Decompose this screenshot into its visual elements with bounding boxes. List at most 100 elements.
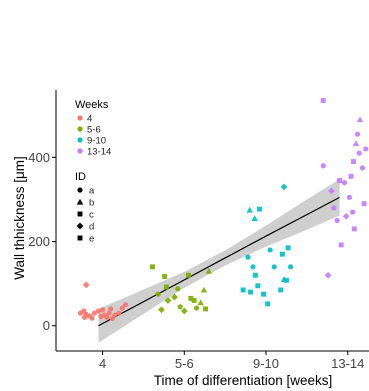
data-point-5-6-12 bbox=[193, 305, 200, 311]
data-point-9-10-13 bbox=[278, 287, 284, 293]
data-point-5-6-15 bbox=[203, 306, 209, 312]
data-point-13-14-8 bbox=[341, 180, 348, 186]
data-point-5-6-16 bbox=[205, 267, 213, 274]
x-tick-label-4: 4 bbox=[99, 356, 106, 371]
data-point-9-10-19 bbox=[280, 183, 288, 191]
data-point-4-6 bbox=[82, 281, 90, 289]
data-point-5-6-9 bbox=[185, 272, 191, 278]
legend-id-key-e bbox=[77, 235, 83, 241]
legend-id-label-c: c bbox=[89, 209, 94, 220]
data-point-13-14-20 bbox=[363, 146, 369, 152]
x-axis-ticks: 4 5-6 9-10 13-14 bbox=[99, 351, 364, 371]
data-point-9-10-0 bbox=[246, 206, 253, 213]
data-point-9-10-14 bbox=[279, 251, 285, 257]
legend-weeks-key-9-10 bbox=[77, 137, 83, 143]
x-axis-title: Time of differentiation [weeks] bbox=[154, 373, 333, 388]
data-point-4-14 bbox=[112, 312, 118, 318]
legend-id-label-e: e bbox=[89, 233, 94, 244]
data-point-13-14-13 bbox=[351, 226, 357, 232]
data-point-4-18 bbox=[108, 306, 114, 312]
data-point-9-10-9 bbox=[261, 291, 267, 297]
data-points bbox=[77, 98, 369, 322]
legend-weeks-label-5-6: 5-6 bbox=[87, 124, 101, 135]
x-tick-label-9-10: 9-10 bbox=[253, 356, 279, 371]
data-point-13-14-7 bbox=[338, 242, 344, 248]
data-point-13-14-1 bbox=[320, 163, 326, 169]
y-axis-ticks: 0 200 400 bbox=[28, 150, 56, 333]
data-point-13-14-11 bbox=[348, 173, 354, 179]
legend-id-label-d: d bbox=[89, 221, 94, 232]
data-point-4-11 bbox=[104, 314, 110, 320]
data-point-9-10-11 bbox=[267, 247, 273, 253]
data-point-13-14-19 bbox=[361, 201, 367, 207]
data-point-13-14-3 bbox=[328, 187, 335, 195]
data-point-13-14-5 bbox=[334, 217, 340, 224]
data-point-9-10-5 bbox=[252, 272, 258, 278]
legend-id-key-b bbox=[76, 198, 84, 205]
y-tick-label-400: 400 bbox=[28, 150, 50, 165]
legend-weeks-key-13-14 bbox=[77, 148, 83, 154]
legend-id-label-b: b bbox=[89, 197, 94, 208]
data-point-13-14-15 bbox=[354, 131, 361, 137]
data-point-4-16 bbox=[119, 305, 125, 311]
data-point-4-12 bbox=[106, 310, 112, 316]
data-point-13-14-4 bbox=[331, 205, 337, 211]
data-point-13-14-0 bbox=[320, 98, 326, 103]
data-point-5-6-8 bbox=[180, 307, 188, 315]
data-point-5-6-6 bbox=[175, 286, 181, 292]
y-tick-label-0: 0 bbox=[43, 318, 50, 333]
legend-weeks-title: Weeks bbox=[75, 99, 109, 111]
data-point-4-19 bbox=[98, 313, 104, 320]
legend-id-key-c bbox=[77, 211, 83, 217]
regression-line bbox=[98, 196, 340, 327]
data-point-5-6-7 bbox=[177, 304, 183, 310]
data-point-9-10-6 bbox=[240, 287, 246, 293]
legend-weeks-label-13-14: 13-14 bbox=[87, 146, 111, 157]
data-point-13-14-16 bbox=[356, 150, 362, 156]
data-point-13-14-9 bbox=[342, 212, 350, 220]
data-point-9-10-4 bbox=[250, 264, 256, 270]
data-point-13-14-10 bbox=[346, 194, 352, 200]
x-tick-label-13-14: 13-14 bbox=[331, 356, 364, 371]
data-point-9-10-1 bbox=[251, 215, 258, 221]
data-point-9-10-12 bbox=[271, 264, 277, 270]
data-point-5-6-10 bbox=[188, 295, 194, 301]
data-point-5-6-2 bbox=[158, 306, 165, 314]
data-point-4-5 bbox=[82, 314, 88, 320]
data-point-4-4 bbox=[89, 315, 95, 321]
data-point-4-17 bbox=[122, 302, 129, 308]
data-point-9-10-17 bbox=[285, 245, 291, 251]
data-point-13-14-14 bbox=[352, 140, 360, 147]
data-point-13-14-17 bbox=[356, 116, 364, 123]
legend-id-title: ID bbox=[75, 171, 86, 183]
data-point-5-6-13 bbox=[197, 299, 204, 306]
y-tick-label-200: 200 bbox=[28, 234, 50, 249]
data-point-5-6-11 bbox=[191, 298, 197, 303]
legend-weeks-label-9-10: 9-10 bbox=[87, 135, 106, 146]
data-point-4-9 bbox=[99, 307, 106, 313]
legend-id-key-a bbox=[77, 187, 83, 193]
data-point-9-10-16 bbox=[283, 277, 289, 283]
data-point-5-6-1 bbox=[155, 291, 161, 297]
x-tick-label-5-6: 5-6 bbox=[175, 356, 194, 371]
data-point-5-6-17 bbox=[171, 293, 178, 301]
legend-id-label-a: a bbox=[89, 185, 95, 196]
data-point-13-14-18 bbox=[359, 165, 366, 171]
legend-weeks-key-5-6 bbox=[77, 126, 83, 132]
data-point-13-14-12 bbox=[351, 159, 356, 165]
data-point-9-10-10 bbox=[265, 301, 271, 307]
data-point-5-6-14 bbox=[200, 286, 208, 293]
legend-id-key-d bbox=[76, 222, 84, 230]
data-point-9-10-18 bbox=[287, 264, 294, 270]
data-point-4-15 bbox=[116, 310, 122, 316]
data-point-9-10-7 bbox=[248, 289, 253, 295]
data-point-4-7 bbox=[91, 310, 98, 316]
data-point-4-8 bbox=[95, 308, 102, 314]
legend-weeks-label-4: 4 bbox=[87, 113, 92, 124]
data-point-13-14-21 bbox=[350, 209, 356, 215]
data-point-5-6-0 bbox=[149, 264, 155, 270]
data-point-5-6-4 bbox=[163, 284, 169, 290]
legend-weeks-key-4 bbox=[77, 115, 83, 121]
